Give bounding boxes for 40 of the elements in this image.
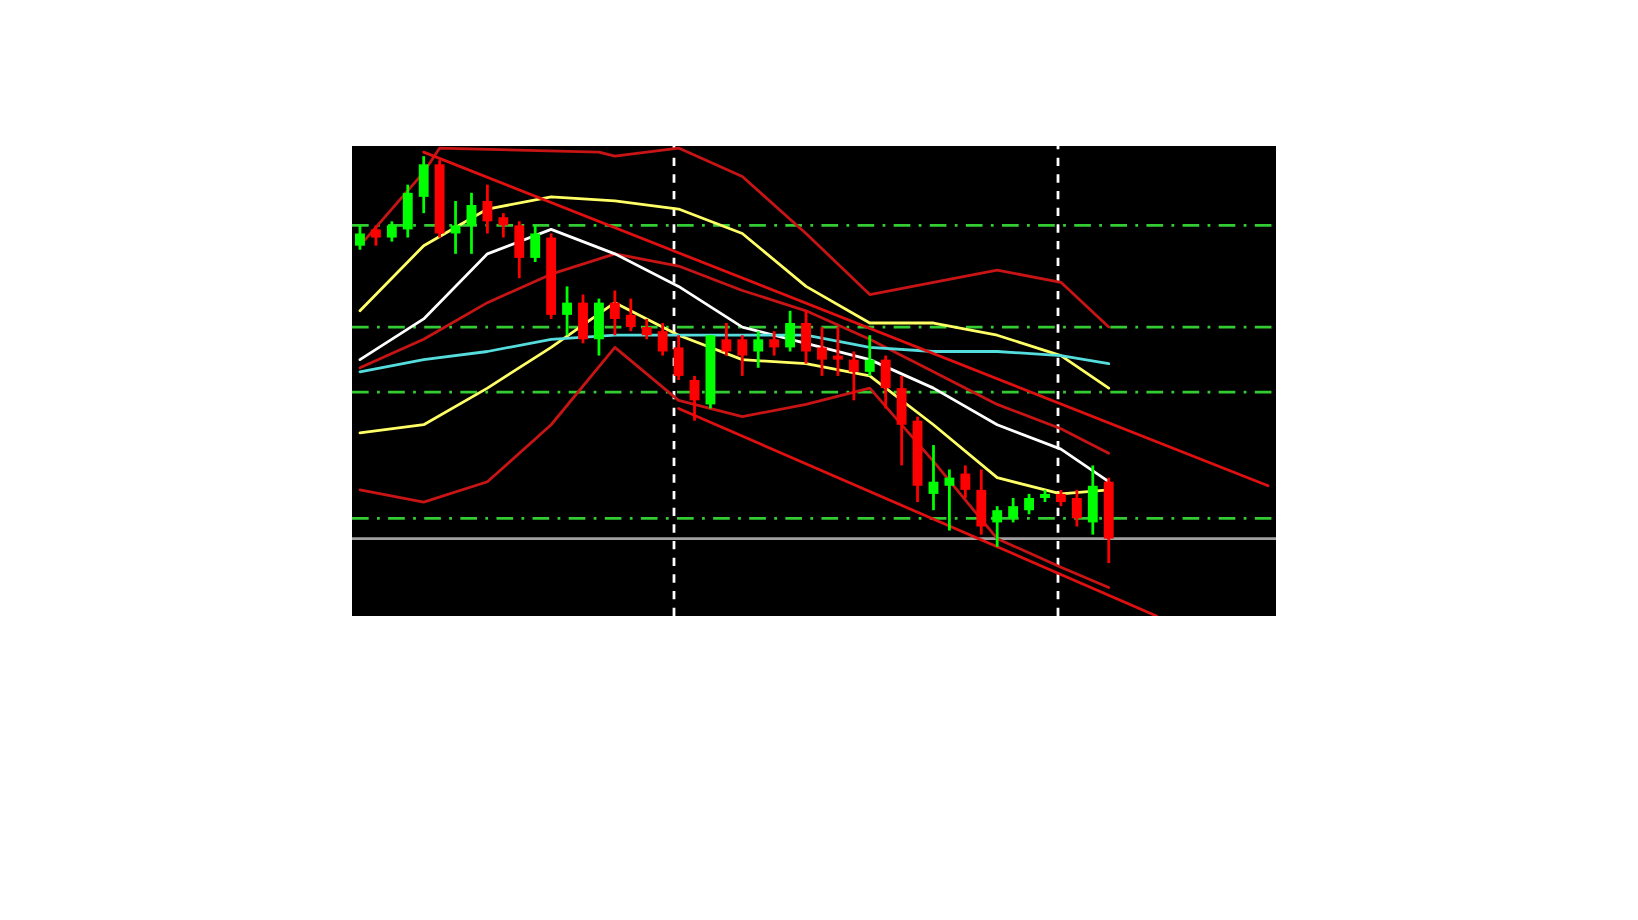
candlestick — [753, 329, 764, 370]
candlestick — [562, 285, 573, 337]
candlestick — [1024, 492, 1035, 516]
candlestick — [689, 374, 700, 423]
candlestick — [657, 321, 668, 357]
candlestick — [355, 223, 365, 252]
candlestick — [450, 199, 461, 256]
candlestick — [466, 191, 477, 256]
candlestick — [1087, 464, 1098, 536]
candlestick — [370, 223, 381, 248]
candlestick — [402, 183, 413, 239]
candlestick — [673, 333, 684, 382]
candlestick — [785, 309, 796, 353]
candlestick — [721, 321, 732, 357]
candlestick — [482, 183, 493, 235]
candlestick — [1008, 496, 1019, 524]
candlestick — [976, 468, 987, 536]
candlestick — [737, 333, 748, 378]
candlestick — [832, 325, 843, 378]
candlestick — [960, 464, 971, 500]
candlestick — [1071, 488, 1082, 528]
candlestick — [498, 211, 509, 239]
candlestick — [386, 219, 397, 244]
candlestick — [593, 297, 604, 357]
candlestick — [801, 309, 811, 366]
candlestick — [769, 329, 780, 357]
candlestick — [896, 374, 907, 467]
candlestick — [817, 325, 827, 378]
candlestick — [609, 289, 620, 337]
candlestick — [514, 219, 525, 280]
candlestick — [625, 297, 636, 333]
candlestick — [864, 333, 875, 378]
candlestick — [641, 317, 652, 341]
candlestick — [944, 468, 955, 532]
candlestick — [992, 504, 1003, 549]
candlestick — [578, 293, 588, 345]
candlestick — [848, 350, 859, 402]
candlestick — [418, 154, 429, 215]
candlestick — [530, 223, 541, 264]
candlestick — [880, 354, 891, 410]
